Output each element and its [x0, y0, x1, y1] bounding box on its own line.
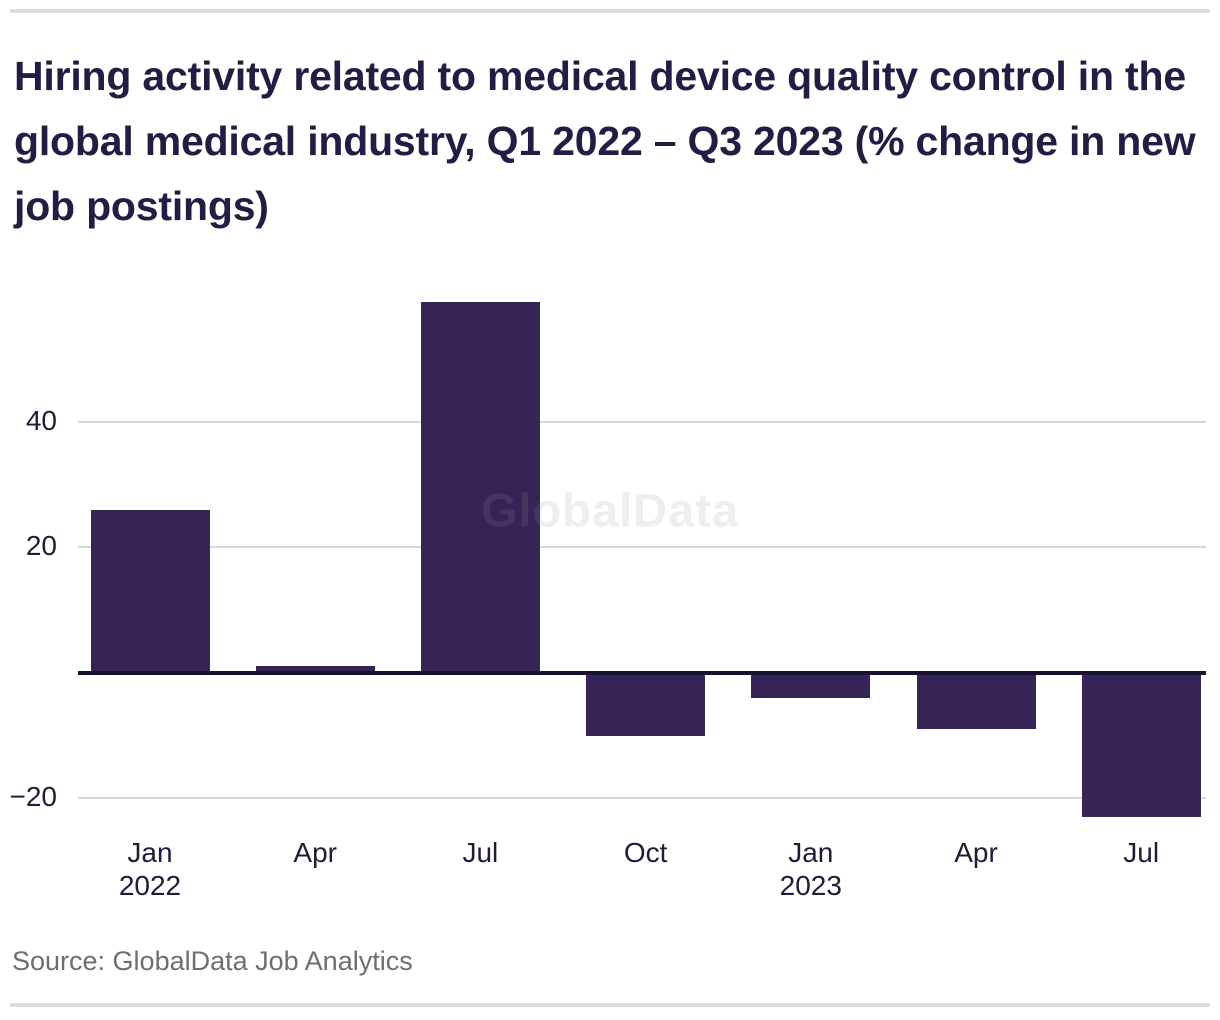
- globaldata-watermark: GlobalData: [480, 483, 740, 537]
- bar-jul-2022: [420, 302, 540, 673]
- x-tick-month: Apr: [954, 837, 998, 868]
- x-axis-tick-label: Apr: [230, 836, 400, 869]
- chart-title: Hiring activity related to medical devic…: [14, 53, 1196, 229]
- y-axis-tick-label: 20: [25, 530, 57, 562]
- x-axis-tick-label: Jul: [1056, 836, 1220, 869]
- x-tick-month: Jul: [1123, 837, 1160, 868]
- top-divider-rule: [10, 9, 1210, 13]
- x-axis-tick-label: Oct: [561, 836, 731, 869]
- x-tick-year: 2023: [779, 870, 842, 901]
- x-tick-year: 2022: [118, 870, 182, 901]
- x-tick-month: Jul: [462, 837, 499, 868]
- x-axis-tick-label: Apr: [891, 836, 1061, 869]
- gridline-20: [78, 546, 1206, 549]
- x-tick-month: Jan: [788, 837, 834, 868]
- source-attribution: Source: GlobalData Job Analytics: [12, 946, 413, 976]
- y-axis-tick-label: 40: [25, 404, 57, 436]
- bar-jan-2022: [90, 509, 210, 673]
- x-axis-tick-label: Jan 2022: [65, 836, 235, 902]
- bar-apr-2023: [916, 672, 1036, 730]
- bar-oct-2022: [586, 672, 706, 736]
- x-axis-tick-label: Jan 2023: [726, 836, 896, 902]
- bottom-divider-rule: [10, 1003, 1210, 1007]
- bar-jul-2023: [1081, 672, 1201, 818]
- x-axis-tick-label: Jul: [395, 836, 565, 869]
- x-tick-month: Jan: [127, 837, 173, 868]
- gridline-40: [78, 420, 1206, 423]
- zero-axis-line: [78, 670, 1206, 675]
- x-tick-month: Apr: [293, 837, 337, 868]
- gridline--20: [78, 797, 1206, 800]
- y-axis-tick-label: −20: [9, 781, 58, 813]
- bar-jan-2023: [751, 672, 871, 698]
- bar-apr-2022: [255, 666, 375, 673]
- x-tick-month: Oct: [623, 837, 668, 868]
